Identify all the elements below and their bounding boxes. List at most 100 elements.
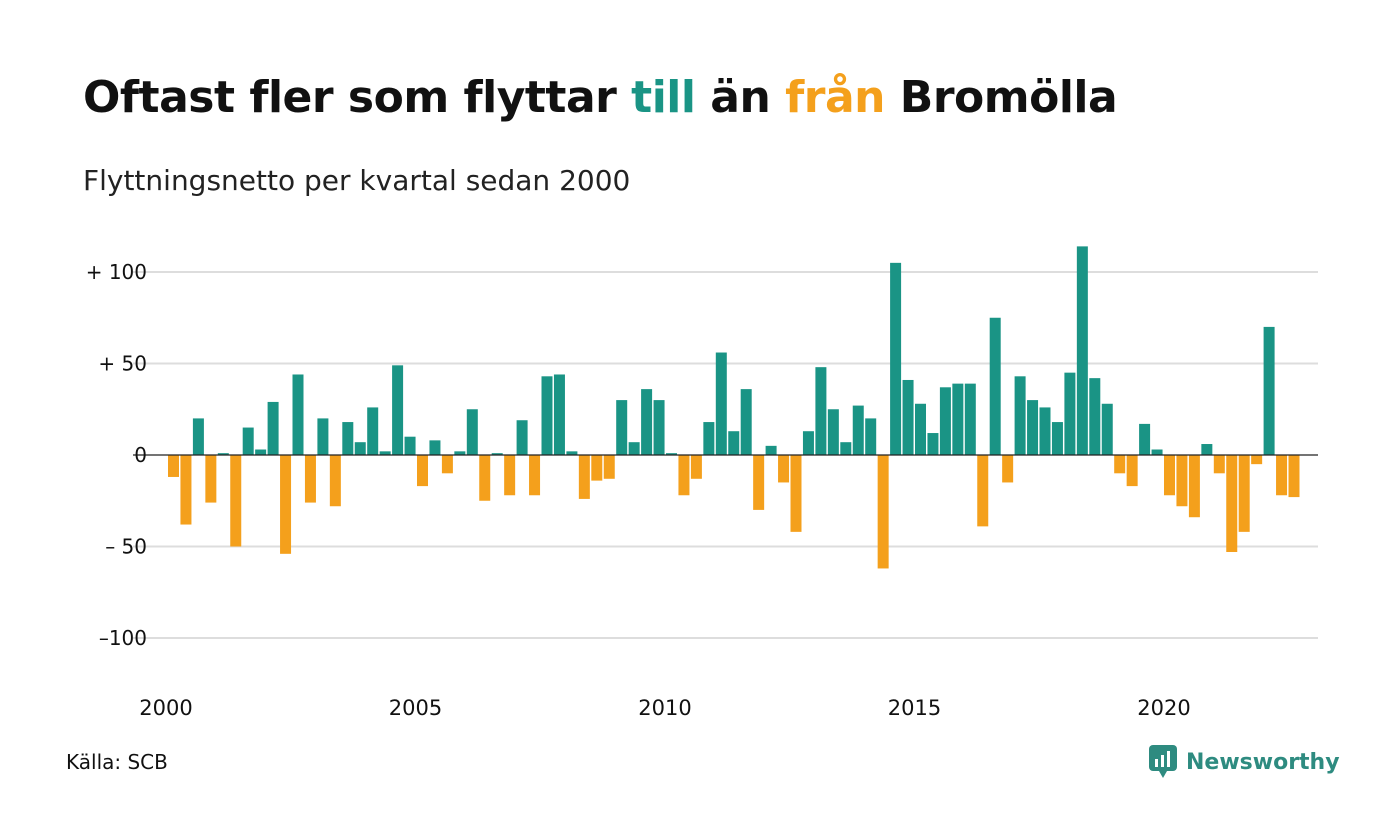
bar — [877, 455, 889, 569]
y-tick-label: – 50 — [105, 535, 147, 559]
bar — [329, 455, 341, 507]
bar — [404, 436, 416, 455]
x-tick-label: 2000 — [139, 696, 192, 720]
bar — [541, 376, 553, 455]
bar — [578, 455, 590, 499]
bar — [392, 365, 404, 455]
bar — [603, 455, 615, 479]
bar — [1126, 455, 1138, 487]
bar — [566, 451, 578, 455]
newsworthy-logo: Newsworthy — [1148, 744, 1340, 780]
bar — [728, 431, 740, 455]
bar — [641, 389, 653, 455]
y-tick-label: + 100 — [86, 260, 147, 284]
bar — [1226, 455, 1238, 552]
bar — [516, 420, 528, 455]
title-highlight-out: från — [785, 72, 885, 123]
bar — [280, 455, 292, 554]
bar — [180, 455, 192, 525]
bar — [852, 405, 864, 455]
bar — [964, 383, 976, 455]
title-highlight-in: till — [631, 72, 696, 123]
x-axis-labels: 2000 2005 2010 2015 2020 — [139, 696, 1190, 720]
bar — [802, 431, 814, 455]
bar — [977, 455, 989, 527]
bar — [927, 433, 939, 455]
bar — [292, 374, 304, 455]
bar — [952, 383, 964, 455]
x-tick-label: 2015 — [888, 696, 941, 720]
y-tick-label: + 50 — [98, 352, 147, 376]
bar — [1238, 455, 1250, 532]
bar — [1064, 372, 1076, 455]
bar — [790, 455, 802, 532]
bar — [715, 352, 727, 455]
bar — [1151, 449, 1163, 455]
bar — [1051, 422, 1063, 455]
bar — [653, 400, 665, 455]
bar — [865, 418, 877, 455]
bar — [690, 455, 702, 479]
bar — [1164, 455, 1175, 496]
bar — [1039, 407, 1051, 455]
y-tick-label: 0 — [134, 443, 147, 467]
bar — [1201, 444, 1213, 455]
bar — [591, 455, 603, 481]
bar — [628, 442, 640, 455]
bar — [417, 455, 428, 487]
bar — [1114, 455, 1126, 474]
bar — [815, 367, 827, 455]
bar — [491, 453, 503, 455]
bar — [666, 453, 677, 455]
bar — [678, 455, 690, 496]
bar — [354, 442, 366, 455]
bar — [267, 401, 279, 455]
bar — [1014, 376, 1026, 455]
bar — [1076, 246, 1088, 455]
bar — [367, 407, 379, 455]
bar — [1176, 455, 1188, 507]
chart-title: Oftast fler som flyttar till än från Bro… — [83, 72, 1118, 123]
bar — [342, 422, 354, 455]
bar — [1276, 455, 1288, 496]
bar — [1027, 400, 1039, 455]
bar — [255, 449, 267, 455]
bar — [703, 422, 715, 455]
bar — [1002, 455, 1014, 483]
bar — [989, 317, 1001, 455]
bar — [168, 455, 179, 477]
bar — [230, 455, 242, 547]
bar — [616, 400, 628, 455]
bar — [379, 451, 391, 455]
bar — [454, 451, 466, 455]
bar — [778, 455, 790, 483]
bar — [441, 455, 453, 474]
bar — [1251, 455, 1263, 465]
title-part-3: Bromölla — [884, 72, 1118, 123]
newsworthy-logo-text: Newsworthy — [1186, 749, 1340, 775]
bar — [890, 262, 902, 455]
bar — [504, 455, 516, 496]
title-part-1: Oftast fler som flyttar — [83, 72, 632, 123]
bar — [939, 387, 951, 455]
bar — [1101, 403, 1113, 455]
chart-subtitle: Flyttningsnetto per kvartal sedan 2000 — [83, 164, 631, 197]
bar — [242, 427, 254, 455]
bar — [529, 455, 541, 496]
bar — [902, 379, 914, 455]
x-tick-label: 2005 — [389, 696, 442, 720]
bars — [168, 246, 1300, 569]
bar — [1288, 455, 1300, 498]
bar — [1263, 326, 1275, 455]
bar — [192, 418, 204, 455]
y-axis-labels: + 100 + 50 0 – 50 –100 — [86, 260, 147, 650]
title-part-2: än — [695, 72, 786, 123]
bar — [915, 403, 926, 455]
y-tick-label: –100 — [99, 626, 147, 650]
bar — [304, 455, 316, 503]
bar — [553, 374, 565, 455]
bar — [429, 440, 441, 455]
bar — [1139, 423, 1151, 455]
bar — [827, 409, 839, 455]
